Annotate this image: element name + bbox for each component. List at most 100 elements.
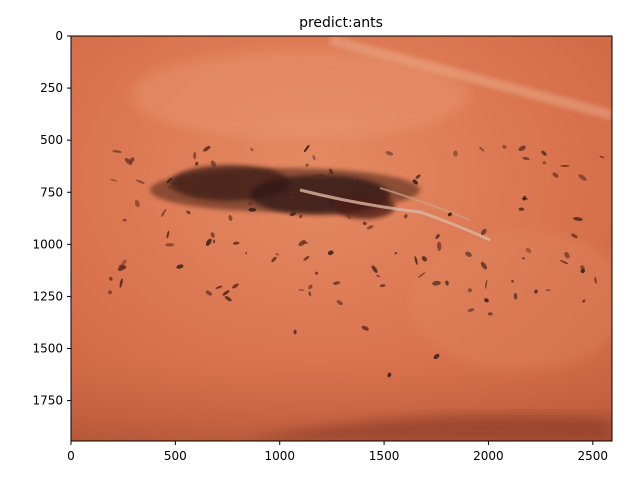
y-tick-label: 1500: [32, 342, 63, 356]
ant: [298, 289, 305, 291]
ant: [336, 300, 343, 306]
ant: [166, 230, 170, 239]
ant: [376, 274, 381, 278]
ant: [195, 161, 199, 166]
ant: [502, 144, 507, 149]
ant: [465, 251, 472, 257]
ant: [387, 372, 392, 378]
ant: [215, 285, 223, 289]
ant: [135, 179, 145, 184]
ant: [432, 280, 441, 286]
scattered-ants: [107, 144, 605, 378]
ant: [314, 174, 325, 180]
ant: [134, 199, 140, 208]
ant: [445, 280, 449, 286]
y-axis: 0 250 500 750 1000 1250 1500 1750: [32, 29, 71, 408]
ant: [245, 251, 248, 255]
ant: [224, 296, 232, 302]
ant: [222, 290, 230, 296]
ant: [303, 144, 310, 153]
ant: [250, 147, 254, 152]
ant: [166, 177, 173, 184]
ant: [329, 168, 334, 175]
ant: [479, 146, 485, 152]
x-tick-label: 1000: [264, 449, 295, 463]
y-tick-label: 1250: [32, 289, 63, 303]
ant: [232, 241, 240, 245]
ant: [525, 247, 532, 253]
ant: [560, 164, 570, 167]
ant: [109, 178, 118, 182]
ant: [124, 158, 133, 165]
y-tick-label: 750: [40, 185, 63, 199]
ant: [573, 217, 583, 221]
ant: [485, 279, 488, 289]
ant: [394, 252, 398, 255]
ant: [314, 271, 319, 275]
y-tick-label: 1000: [32, 237, 63, 251]
ant: [186, 210, 191, 215]
ant: [329, 200, 337, 206]
ant: [298, 240, 306, 247]
axes-frame: [70, 35, 613, 442]
ant: [122, 218, 127, 222]
ant: [299, 214, 303, 219]
ant-cluster: [150, 165, 491, 242]
ant: [534, 289, 538, 294]
ant: [522, 156, 530, 161]
ant: [119, 278, 123, 288]
x-tick-label: 2500: [578, 449, 609, 463]
x-tick-label: 1500: [369, 449, 400, 463]
ant: [417, 272, 426, 279]
ant: [580, 265, 585, 270]
ant: [362, 221, 367, 226]
ant: [552, 172, 559, 178]
ant: [228, 215, 233, 221]
ant: [160, 208, 167, 218]
ant: [484, 298, 489, 303]
ant: [303, 255, 310, 261]
ant: [205, 238, 212, 246]
y-tick-label: 1750: [32, 394, 63, 408]
x-tick-label: 0: [67, 449, 75, 463]
ant: [522, 257, 525, 260]
ants-photo: [71, 36, 612, 441]
ant: [308, 284, 313, 290]
ant: [414, 256, 418, 265]
ant: [232, 283, 239, 289]
ant: [513, 292, 518, 300]
ant: [121, 259, 127, 266]
ant: [345, 212, 351, 220]
ant: [327, 250, 334, 256]
ant: [518, 207, 525, 211]
ant: [559, 260, 569, 265]
x-axis: 0 500 1000 1500 2000 2500: [67, 441, 608, 463]
ant: [289, 212, 297, 217]
ant: [167, 186, 173, 189]
ant: [302, 241, 309, 244]
ant: [518, 145, 526, 152]
x-tick-label: 500: [164, 449, 187, 463]
ant: [582, 299, 586, 303]
ant: [117, 265, 126, 272]
ant: [210, 232, 215, 238]
x-tick-label: 2000: [473, 449, 504, 463]
y-tick-label: 500: [40, 133, 63, 147]
ant: [203, 145, 211, 152]
ant: [433, 353, 440, 360]
ant: [447, 212, 452, 217]
ant: [379, 284, 386, 288]
ant: [355, 180, 359, 189]
ant: [435, 234, 440, 239]
ant: [212, 239, 216, 244]
ant: [467, 308, 475, 312]
ant: [564, 251, 570, 259]
ant: [210, 160, 216, 168]
ant: [385, 151, 394, 156]
ant: [511, 279, 514, 283]
ant: [371, 265, 378, 273]
ant: [480, 261, 488, 270]
ant: [580, 268, 586, 274]
